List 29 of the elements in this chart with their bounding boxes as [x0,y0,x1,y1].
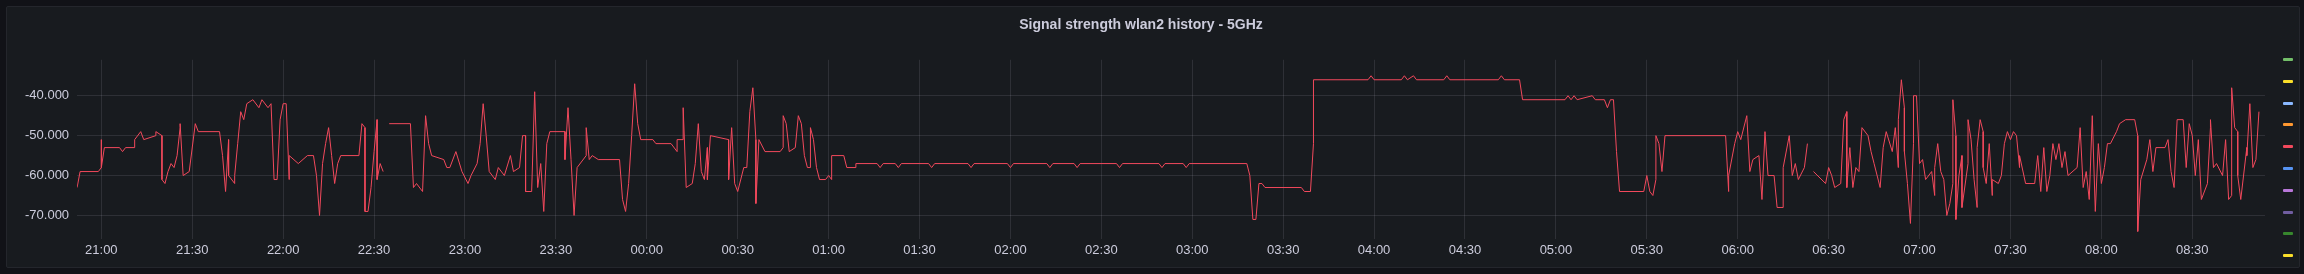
x-tick-label: 22:30 [357,241,391,257]
x-tick-label: 03:30 [1266,241,1300,257]
x-tick-label: 05:30 [1630,241,1664,257]
x-tick-label: 06:30 [1812,241,1845,257]
x-tick-label: 03:00 [1175,241,1209,257]
x-tick-label: 01:00 [812,241,845,257]
x-tick-label: 23:00 [448,241,482,257]
x-tick-label: 07:00 [1903,241,1936,257]
y-tick-label: -40.000 [25,87,70,103]
x-tick-label: 00:30 [721,241,754,257]
x-tick-label: 08:30 [2176,241,2209,257]
x-tick-label: 04:30 [1448,241,1482,257]
x-tick-label: 02:00 [994,241,1027,257]
x-tick-label: 21:30 [175,241,209,257]
x-tick-label: 05:00 [1539,241,1573,257]
y-tick-label: -50.000 [25,127,70,143]
chart-title: Signal strength wlan2 history - 5GHz [1019,16,1263,33]
x-tick-label: 00:00 [630,241,664,257]
x-tick-label: 21:00 [85,241,118,257]
x-tick-label: 06:00 [1721,241,1754,257]
x-tick-label: 04:00 [1357,241,1391,257]
x-tick-label: 23:30 [539,241,573,257]
x-tick-label: 22:00 [266,241,300,257]
y-tick-label: -70.000 [25,207,70,223]
x-tick-label: 07:30 [1994,241,2027,257]
x-tick-label: 08:00 [2085,241,2118,257]
x-tick-label: 02:30 [1085,241,1118,257]
x-tick-label: 01:30 [903,241,936,257]
y-tick-label: -60.000 [25,167,70,183]
